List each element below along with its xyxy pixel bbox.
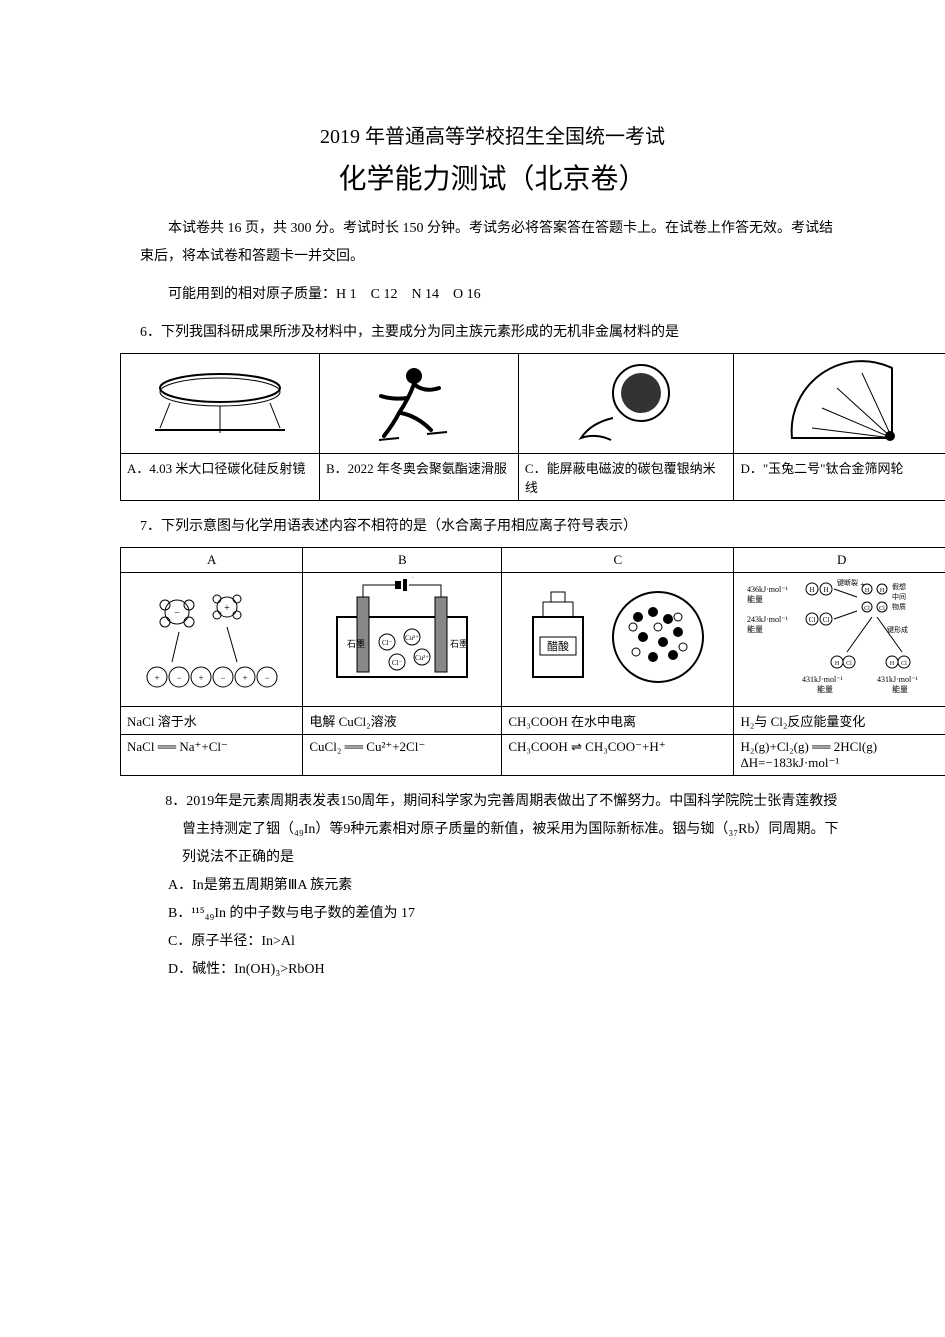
svg-text:H: H xyxy=(835,661,840,667)
svg-text:−: − xyxy=(392,577,398,582)
svg-text:石墨: 石墨 xyxy=(347,639,365,649)
svg-text:能量: 能量 xyxy=(747,624,763,634)
mirror-icon xyxy=(150,358,290,438)
q7-head-A: A xyxy=(121,548,303,573)
q7-caption-B: 电解 CuCl₂溶液 xyxy=(303,707,502,735)
intro-paragraph-2: 可能用到的相对原子质量：H 1 C 12 N 14 O 16 xyxy=(140,281,845,309)
svg-text:能量: 能量 xyxy=(747,594,763,604)
q8-opt-D: D．碱性：In(OH)₃>RbOH xyxy=(168,956,845,984)
q7-img-A: − + + − + − + − xyxy=(121,573,303,707)
svg-text:Cl⁻: Cl⁻ xyxy=(382,639,393,647)
svg-text:+: + xyxy=(860,580,865,589)
q6-img-C xyxy=(518,354,734,454)
q6-stem: 6．下列我国科研成果所涉及材料中，主要成分为同主族元素形成的无机非金属材料的是 xyxy=(140,319,845,347)
svg-text:+: + xyxy=(224,603,230,614)
q7-caption-A: NaCl 溶于水 xyxy=(121,707,303,735)
svg-text:键形成: 键形成 xyxy=(887,625,908,634)
svg-text:H: H xyxy=(809,586,814,594)
svg-text:假想: 假想 xyxy=(892,582,906,591)
q7-head-C: C xyxy=(502,548,734,573)
svg-text:中间: 中间 xyxy=(892,592,906,601)
q7-eq-B: CuCl₂ ══ Cu²⁺+2Cl⁻ xyxy=(303,735,502,776)
q6-caption-D: D．"玉兔二号"钛合金筛网轮 xyxy=(734,454,945,501)
svg-text:+: + xyxy=(410,577,416,582)
q7-caption-D: H₂与 Cl₂反应能量变化 xyxy=(734,707,945,735)
svg-text:Cl: Cl xyxy=(879,606,885,612)
svg-text:H: H xyxy=(880,588,885,594)
svg-text:436kJ·mol⁻¹: 436kJ·mol⁻¹ xyxy=(747,585,788,594)
q7-img-C: 醋酸 xyxy=(502,573,734,707)
q7-head-D: D xyxy=(734,548,945,573)
nanowire-icon xyxy=(561,358,691,448)
svg-text:Cl: Cl xyxy=(808,616,815,624)
svg-text:Cl: Cl xyxy=(901,661,907,667)
q7-stem: 7．下列示意图与化学用语表述内容不相符的是（水合离子用相应离子符号表示） xyxy=(140,513,845,541)
svg-text:Cl: Cl xyxy=(822,616,829,624)
svg-text:+: + xyxy=(198,673,203,683)
svg-text:Cl⁻: Cl⁻ xyxy=(392,659,403,667)
electrolysis-icon: 石墨 石墨 − + Cl⁻ Cu²⁺ Cl⁻ Cu²⁺ xyxy=(317,577,487,697)
main-title: 2019 年普通高等学校招生全国统一考试 xyxy=(140,120,845,149)
svg-text:H: H xyxy=(890,661,895,667)
q7-eq-C: CH₃COOH ⇌ CH₃COO⁻+H⁺ xyxy=(502,735,734,776)
dissolve-icon: − + + − + − + − xyxy=(137,577,287,697)
svg-text:石墨: 石墨 xyxy=(450,639,468,649)
q7-caption-C: CH₃COOH 在水中电离 xyxy=(502,707,734,735)
svg-text:+: + xyxy=(154,673,159,683)
q7-eq-A: NaCl ══ Na⁺+Cl⁻ xyxy=(121,735,303,776)
q8-opt-B: B．¹¹⁵₄₉In 的中子数与电子数的差值为 17 xyxy=(168,900,845,928)
wheel-icon xyxy=(782,358,902,448)
q7-img-B: 石墨 石墨 − + Cl⁻ Cu²⁺ Cl⁻ Cu²⁺ xyxy=(303,573,502,707)
svg-text:物质: 物质 xyxy=(892,602,906,611)
sub-title: 化学能力测试（北京卷） xyxy=(140,157,845,197)
svg-text:能量: 能量 xyxy=(892,684,908,694)
q7-img-D: 436kJ·mol⁻¹能量 243kJ·mol⁻¹能量 H H Cl Cl 键断… xyxy=(734,573,945,707)
svg-text:H: H xyxy=(865,588,870,594)
q8-opt-A: A．In是第五周期第ⅢA 族元素 xyxy=(168,872,845,900)
svg-text:431kJ·mol⁻¹: 431kJ·mol⁻¹ xyxy=(802,675,843,684)
q7-head-B: B xyxy=(303,548,502,573)
svg-text:−: − xyxy=(220,673,225,683)
acetic-icon: 醋酸 xyxy=(518,577,718,697)
q6-caption-A: A．4.03 米大口径碳化硅反射镜 xyxy=(121,454,320,501)
svg-text:−: − xyxy=(174,608,180,619)
q7-options-table: A B C D − + + − + − + − xyxy=(120,547,945,776)
svg-text:Cu²⁺: Cu²⁺ xyxy=(405,634,419,642)
q8-opt-C: C．原子半径：In>Al xyxy=(168,928,845,956)
svg-text:−: − xyxy=(264,673,269,683)
q6-caption-C: C．能屏蔽电磁波的碳包覆银纳米线 xyxy=(518,454,734,501)
svg-text:431kJ·mol⁻¹: 431kJ·mol⁻¹ xyxy=(877,675,918,684)
svg-text:H: H xyxy=(823,586,828,594)
q6-img-B xyxy=(319,354,518,454)
q6-options-table: A．4.03 米大口径碳化硅反射镜 B．2022 年冬奥会聚氨酯速滑服 C．能屏… xyxy=(120,353,945,501)
svg-text:醋酸: 醋酸 xyxy=(547,639,569,653)
q6-img-D xyxy=(734,354,945,454)
q6-caption-B: B．2022 年冬奥会聚氨酯速滑服 xyxy=(319,454,518,501)
svg-text:Cl: Cl xyxy=(846,661,852,667)
intro-paragraph-1: 本试卷共 16 页，共 300 分。考试时长 150 分钟。考试务必将答案答在答… xyxy=(140,215,845,271)
svg-text:−: − xyxy=(176,673,181,683)
svg-text:Cl: Cl xyxy=(864,606,870,612)
svg-text:Cu²⁺: Cu²⁺ xyxy=(415,654,429,662)
skater-icon xyxy=(359,358,479,448)
q7-eq-D: H₂(g)+Cl₂(g) ══ 2HCl(g) ΔH=−183kJ·mol⁻¹ xyxy=(734,735,945,776)
svg-text:键断裂: 键断裂 xyxy=(837,578,858,587)
energy-diagram-icon: 436kJ·mol⁻¹能量 243kJ·mol⁻¹能量 H H Cl Cl 键断… xyxy=(742,577,942,702)
svg-text:+: + xyxy=(242,673,247,683)
q6-img-A xyxy=(121,354,320,454)
q8-stem: 8．2019年是元素周期表发表150周年，期间科学家为完善周期表做出了不懈努力。… xyxy=(182,788,845,872)
svg-text:243kJ·mol⁻¹: 243kJ·mol⁻¹ xyxy=(747,615,788,624)
svg-text:能量: 能量 xyxy=(817,684,833,694)
